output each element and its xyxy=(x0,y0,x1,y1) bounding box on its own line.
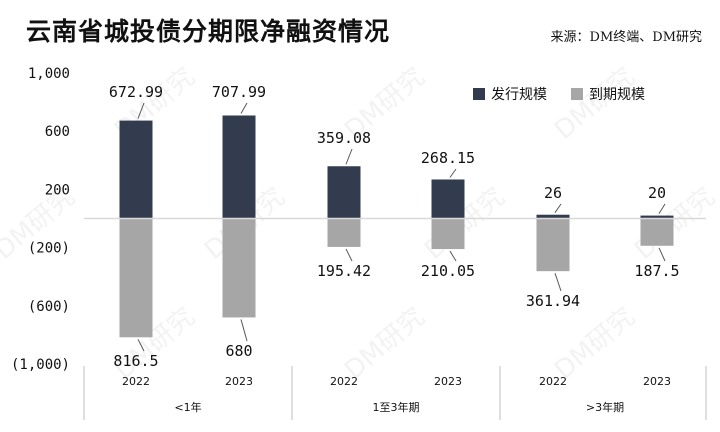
data-label-leader xyxy=(137,339,145,352)
maturity-data-label: 816.5 xyxy=(113,352,158,370)
issuance-data-label: 672.99 xyxy=(109,83,163,101)
x-group-label: >3年期 xyxy=(586,400,624,414)
data-label-leader xyxy=(240,102,248,114)
x-group-label: <1年 xyxy=(174,400,201,414)
maturity-bar xyxy=(431,218,465,250)
issuance-bar xyxy=(536,214,570,219)
x-tick-label: 2023 xyxy=(643,375,671,388)
x-tick-label: 2023 xyxy=(434,375,462,388)
x-group-label: 1至3年期 xyxy=(373,400,420,414)
legend-swatch-maturity xyxy=(571,88,583,100)
data-label-leader xyxy=(554,203,562,214)
maturity-data-label: 195.42 xyxy=(317,262,371,280)
issuance-data-label: 707.99 xyxy=(212,83,266,101)
y-tick-label: (600) xyxy=(28,299,70,315)
issuance-data-label: 359.08 xyxy=(317,129,371,147)
chart-title: 云南省城投债分期限净融资情况 xyxy=(26,17,391,46)
watermark-text: DM研究 xyxy=(339,302,431,386)
maturity-bar xyxy=(327,218,361,247)
y-tick-label: 600 xyxy=(45,124,70,140)
issuance-data-label: 26 xyxy=(544,184,562,202)
source-note: 来源：DM终端、DM研究 xyxy=(550,30,702,45)
data-label-leader xyxy=(345,248,353,262)
data-label-leader xyxy=(345,148,353,165)
watermark-text: DM研究 xyxy=(549,302,641,386)
data-label-leader xyxy=(658,247,666,262)
x-tick-label: 2022 xyxy=(539,375,567,388)
x-tick-label: 2022 xyxy=(330,375,358,388)
y-tick-label: 200 xyxy=(45,182,70,198)
issuance-bar xyxy=(640,215,674,219)
data-label-leader xyxy=(240,319,248,342)
data-label-leader xyxy=(449,168,457,178)
data-label-leader xyxy=(554,273,562,292)
watermark-text: DM研究 xyxy=(549,62,641,146)
maturity-bar xyxy=(640,218,674,246)
maturity-bar xyxy=(536,218,570,272)
issuance-bar xyxy=(222,115,256,219)
y-tick-label: (200) xyxy=(28,241,70,257)
maturity-data-label: 210.05 xyxy=(421,262,475,280)
maturity-bar xyxy=(222,218,256,318)
issuance-data-label: 20 xyxy=(648,184,666,202)
data-label-leader xyxy=(658,203,666,214)
data-label-leader xyxy=(449,250,457,262)
data-label-leader xyxy=(137,102,145,119)
maturity-data-label: 187.5 xyxy=(634,262,679,280)
x-tick-label: 2022 xyxy=(122,375,150,388)
x-tick-label: 2023 xyxy=(225,375,253,388)
issuance-data-label: 268.15 xyxy=(421,149,475,167)
issuance-bar xyxy=(431,179,465,219)
maturity-data-label: 680 xyxy=(225,342,252,360)
issuance-bar xyxy=(119,120,153,219)
maturity-data-label: 361.94 xyxy=(526,292,580,310)
y-tick-label: (1,000) xyxy=(11,357,70,373)
y-tick-label: 1,000 xyxy=(28,66,70,82)
legend-swatch-issuance xyxy=(473,88,485,100)
issuance-bar xyxy=(327,166,361,219)
legend-label-maturity: 到期规模 xyxy=(589,87,645,103)
legend-label-issuance: 发行规模 xyxy=(491,87,547,103)
maturity-bar xyxy=(119,218,153,338)
